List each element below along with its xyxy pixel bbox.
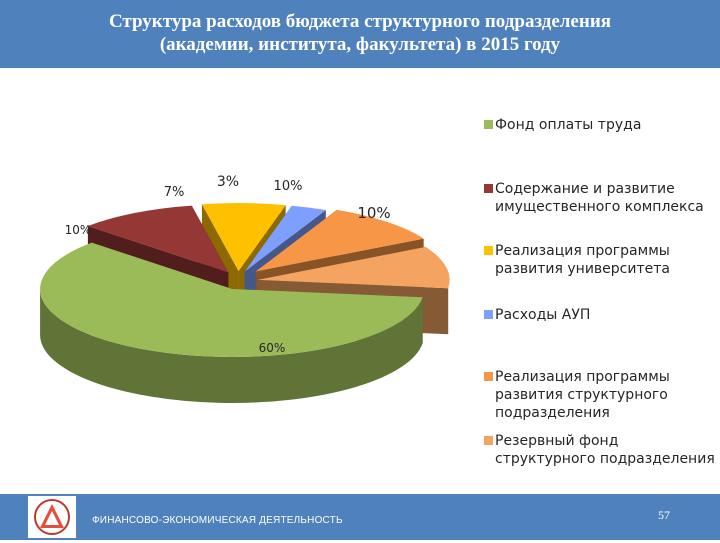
- slice-payroll-fund: [40, 242, 423, 403]
- university-logo: [28, 496, 76, 538]
- slice-university-program-label: 7%: [164, 185, 185, 200]
- page-number: 57: [658, 508, 670, 522]
- title-line-1: Структура расходов бюджета структурного …: [108, 11, 612, 32]
- legend-item-division-program: Реализация программы развития структурно…: [484, 368, 718, 422]
- slice-payroll-fund-label: 60%: [259, 341, 286, 355]
- legend-item-reserve-fund: Резервный фонд структурного подразделени…: [484, 432, 718, 468]
- pie-chart: 60% 10% 7% 3% 10% 10%: [40, 174, 450, 403]
- legend-swatch-property-maintenance: [484, 184, 493, 193]
- footer-bar: ФИНАНСОВО-ЭКОНОМИЧЕСКАЯ ДЕЯТЕЛЬНОСТЬ 57: [0, 494, 720, 540]
- legend-label-reserve-fund: Резервный фонд структурного подразделени…: [495, 433, 715, 467]
- footer-caption: ФИНАНСОВО-ЭКОНОМИЧЕСКАЯ ДЕЯТЕЛЬНОСТЬ: [92, 515, 343, 526]
- legend-item-payroll-fund: Фонд оплаты труда: [484, 116, 718, 134]
- legend-label-division-program: Реализация программы развития структурно…: [495, 369, 670, 421]
- legend-item-property-maintenance: Содержание и развитие имущественного ком…: [484, 180, 718, 216]
- legend-label-payroll-fund: Фонд оплаты труда: [495, 117, 642, 133]
- slice-division-program-label: 10%: [274, 179, 303, 194]
- legend-swatch-reserve-fund: [484, 436, 493, 445]
- slide-title: Структура расходов бюджета структурного …: [0, 0, 720, 68]
- title-line-2: (академии, института, факультета) в 2015…: [159, 34, 561, 55]
- slice-admin-expenses-label: 3%: [217, 174, 239, 190]
- legend-item-university-program: Реализация программы развития университе…: [484, 242, 718, 278]
- legend-swatch-admin-expenses: [484, 310, 493, 319]
- slice-reserve-fund-label: 10%: [357, 204, 390, 222]
- legend-label-admin-expenses: Расходы АУП: [495, 307, 591, 323]
- legend-label-university-program: Реализация программы развития университе…: [495, 243, 670, 277]
- legend-swatch-payroll-fund: [484, 120, 493, 129]
- chart-legend: Фонд оплаты труда Содержание и развитие …: [484, 0, 720, 540]
- legend-swatch-division-program: [484, 372, 493, 381]
- legend-label-property-maintenance: Содержание и развитие имущественного ком…: [495, 181, 704, 215]
- legend-swatch-university-program: [484, 246, 493, 255]
- slice-property-maintenance-label: 10%: [65, 223, 92, 237]
- legend-item-admin-expenses: Расходы АУП: [484, 306, 718, 324]
